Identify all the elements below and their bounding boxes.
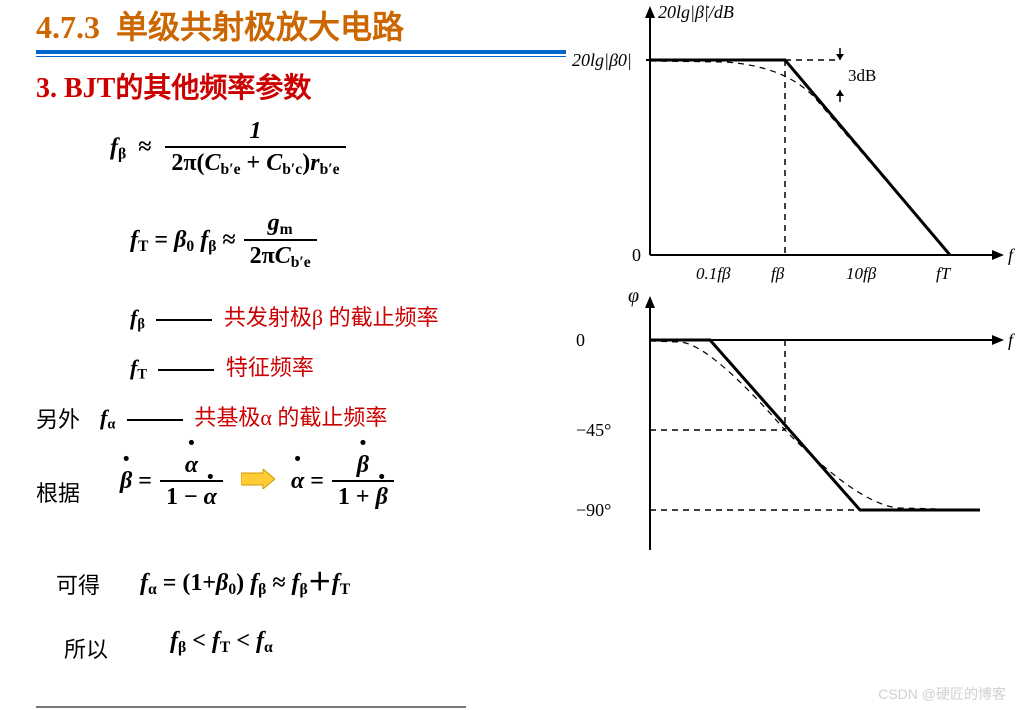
header-rule-thin — [36, 56, 566, 57]
svg-text:20lg|β̇|/dB: 20lg|β̇|/dB — [658, 2, 734, 22]
svg-text:0: 0 — [576, 330, 585, 350]
watermark: CSDN @硬匠的博客 — [878, 684, 1006, 704]
svg-text:0.1fβ: 0.1fβ — [696, 264, 731, 283]
svg-text:fT: fT — [936, 264, 952, 283]
svg-text:f: f — [1008, 245, 1016, 265]
equation-alpha-beta: β = α 1 − α α = β 1 + β — [120, 452, 396, 513]
svg-text:fβ: fβ — [771, 264, 785, 283]
def-f-t: fT 特征频率 — [130, 350, 314, 384]
subheading: 3. BJT的其他频率参数 — [36, 66, 311, 106]
footer-rule — [36, 706, 466, 708]
bode-plot: 20lg|β̇|/dB 20lg|β0| 3dB 0 0.1fβ fβ 10fβ fT f φ f 0… — [570, 0, 1018, 600]
arrow-right-icon — [241, 469, 275, 496]
svg-text:10fβ: 10fβ — [846, 264, 877, 283]
svg-text:φ: φ — [628, 285, 639, 307]
svg-text:20lg|β0|: 20lg|β0| — [572, 50, 632, 70]
svg-text:f: f — [1008, 330, 1016, 350]
svg-text:0: 0 — [632, 245, 641, 265]
lead-basis: 根据 — [36, 476, 80, 508]
def-f-beta: fβ 共发射极β 的截止频率 — [130, 300, 439, 334]
svg-text:−45°: −45° — [576, 420, 611, 440]
dash-icon — [158, 369, 214, 371]
section-header: 4.7.3 单级共射极放大电路 — [36, 8, 404, 46]
equation-f-beta: fβ ≈ 1 2π(Cb′e + Cb′c)rb′e — [110, 118, 348, 180]
def-f-alpha: fα 共基极α 的截止频率 — [100, 400, 387, 434]
lead-another: 另外 — [36, 402, 80, 434]
lead-derive: 可得 — [56, 568, 100, 600]
equation-ordering: fβ < fT < fα — [170, 628, 273, 657]
section-title: 单级共射极放大电路 — [116, 9, 404, 45]
lead-final: 所以 — [64, 632, 108, 664]
svg-text:−90°: −90° — [576, 500, 611, 520]
dash-icon — [156, 319, 212, 321]
equation-f-t: fT = β0 fβ ≈ gm 2πCb′e — [130, 210, 319, 273]
section-number: 4.7.3 — [36, 9, 100, 45]
header-rule — [36, 50, 566, 54]
equation-f-alpha-derive: fα = (1+β0) fβ ≈ fβ＋fT — [140, 562, 350, 599]
svg-text:3dB: 3dB — [848, 66, 876, 85]
dash-icon — [127, 419, 183, 421]
